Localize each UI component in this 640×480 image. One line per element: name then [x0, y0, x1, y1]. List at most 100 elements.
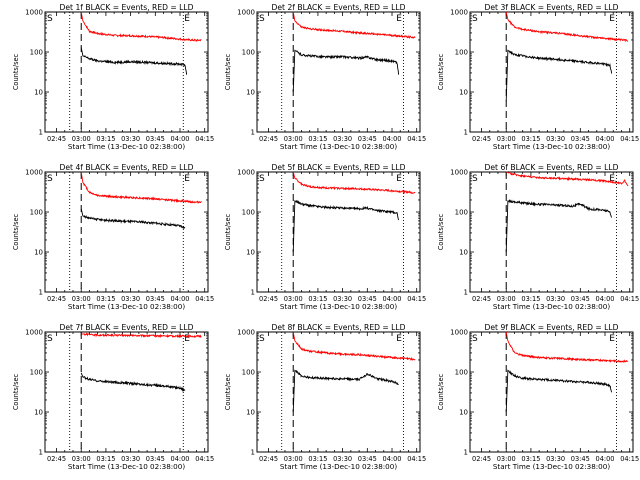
- x-tick-label: 03:45: [571, 295, 590, 303]
- x-tick-label: 04:00: [596, 135, 615, 143]
- start-marker: S: [472, 334, 478, 344]
- x-tick-label: 03:00: [284, 295, 303, 303]
- y-tick-label: 1000: [237, 9, 255, 17]
- detector-panel-5: Det 5f BLACK = Events, RED = LLD 1 10 100 10…: [224, 163, 426, 311]
- series-lld-line: [80, 171, 202, 204]
- x-tick-label: 03:00: [72, 135, 91, 143]
- y-tick-label: 10: [34, 89, 43, 97]
- x-tick-label: 04:15: [620, 295, 639, 303]
- x-tick-label: 04:00: [383, 135, 402, 143]
- plot-frame: [44, 331, 209, 453]
- x-tick-label: 03:00: [497, 455, 516, 463]
- plot-frame: [469, 171, 634, 293]
- start-marker: S: [259, 174, 265, 184]
- x-tick-label: 03:15: [96, 455, 115, 463]
- y-tick-label: 1: [251, 129, 255, 137]
- y-axis-label: Counts/sec: [437, 53, 445, 90]
- y-tick-label: 100: [242, 369, 255, 377]
- y-tick-label: 100: [455, 369, 468, 377]
- plot-frame: [469, 331, 634, 453]
- panel-title: Det 7f BLACK = Events, RED = LLD: [60, 323, 194, 332]
- y-tick-label: 1: [39, 129, 43, 137]
- x-tick-label: 03:15: [308, 295, 327, 303]
- x-tick-label: 03:15: [308, 135, 327, 143]
- x-tick-label: 03:15: [521, 455, 540, 463]
- detector-panel-7: Det 7f BLACK = Events, RED = LLD 1 10 100 10…: [12, 323, 214, 471]
- x-tick-label: 04:15: [407, 455, 426, 463]
- panel-title: Det 1f BLACK = Events, RED = LLD: [60, 3, 194, 12]
- x-axis-label: Start Time (13-Dec-10 02:38:00): [68, 462, 185, 471]
- y-tick-label: 10: [34, 249, 43, 257]
- detector-panel-2: Det 2f BLACK = Events, RED = LLD 1 10 100 10…: [224, 3, 426, 151]
- y-tick-label: 10: [246, 249, 255, 257]
- y-tick-label: 100: [455, 209, 468, 217]
- x-tick-label: 03:45: [571, 135, 590, 143]
- y-tick-label: 1: [464, 289, 468, 297]
- x-axis-label: Start Time (13-Dec-10 02:38:00): [493, 462, 610, 471]
- series-events-line: [80, 372, 186, 393]
- y-tick-label: 1000: [450, 169, 468, 177]
- plot-frame: [256, 11, 421, 133]
- series-events-line: [505, 369, 613, 413]
- x-tick-label: 02:45: [472, 295, 491, 303]
- x-tick-label: 03:30: [121, 295, 140, 303]
- x-tick-label: 03:45: [358, 135, 377, 143]
- x-axis-label: Start Time (13-Dec-10 02:38:00): [493, 142, 610, 151]
- y-tick-label: 1000: [25, 169, 43, 177]
- x-tick-label: 03:30: [333, 455, 352, 463]
- x-tick-label: 03:00: [72, 455, 91, 463]
- series-events-line: [505, 49, 613, 101]
- end-marker: E: [184, 14, 190, 24]
- y-tick-label: 10: [459, 409, 468, 417]
- x-tick-label: 04:15: [195, 135, 214, 143]
- x-tick-label: 04:00: [596, 295, 615, 303]
- start-marker: S: [47, 334, 53, 344]
- x-tick-label: 03:45: [358, 295, 377, 303]
- x-tick-label: 04:00: [383, 295, 402, 303]
- series-events-line: [80, 208, 186, 230]
- end-marker: E: [609, 174, 615, 184]
- x-tick-label: 03:15: [521, 295, 540, 303]
- panel-title: Det 2f BLACK = Events, RED = LLD: [272, 3, 406, 12]
- end-marker: E: [396, 334, 402, 344]
- end-marker: E: [184, 334, 190, 344]
- x-tick-label: 03:15: [308, 455, 327, 463]
- x-tick-label: 03:30: [333, 295, 352, 303]
- x-tick-label: 04:15: [195, 295, 214, 303]
- x-tick-label: 02:45: [47, 135, 66, 143]
- end-marker: E: [396, 14, 402, 24]
- start-marker: S: [47, 174, 53, 184]
- panel-title: Det 5f BLACK = Events, RED = LLD: [272, 163, 406, 172]
- x-tick-label: 02:45: [259, 295, 278, 303]
- start-marker: S: [259, 334, 265, 344]
- x-tick-label: 04:15: [620, 455, 639, 463]
- x-tick-label: 02:45: [259, 135, 278, 143]
- end-marker: E: [609, 334, 615, 344]
- series-lld-line: [292, 11, 416, 40]
- x-tick-label: 03:00: [284, 455, 303, 463]
- y-tick-label: 1: [464, 449, 468, 457]
- series-events-line: [292, 199, 400, 253]
- x-axis-label: Start Time (13-Dec-10 02:38:00): [68, 142, 185, 151]
- end-marker: E: [609, 14, 615, 24]
- x-tick-label: 02:45: [47, 455, 66, 463]
- x-tick-label: 04:00: [171, 455, 190, 463]
- series-lld-line: [292, 171, 416, 195]
- y-axis-label: Counts/sec: [437, 213, 445, 250]
- detector-panel-6: Det 6f BLACK = Events, RED = LLD 1 10 100 10…: [437, 163, 639, 311]
- x-tick-label: 03:15: [96, 135, 115, 143]
- x-tick-label: 03:45: [146, 135, 165, 143]
- start-marker: S: [259, 14, 265, 24]
- y-tick-label: 10: [459, 89, 468, 97]
- y-tick-label: 1: [39, 449, 43, 457]
- x-tick-label: 03:45: [146, 455, 165, 463]
- x-tick-label: 03:00: [497, 135, 516, 143]
- x-axis-label: Start Time (13-Dec-10 02:38:00): [280, 462, 397, 471]
- y-tick-label: 1: [251, 449, 255, 457]
- x-tick-label: 02:45: [259, 455, 278, 463]
- y-tick-label: 1000: [25, 329, 43, 337]
- series-lld-line: [505, 331, 629, 364]
- y-tick-label: 10: [246, 89, 255, 97]
- y-tick-label: 1000: [450, 329, 468, 337]
